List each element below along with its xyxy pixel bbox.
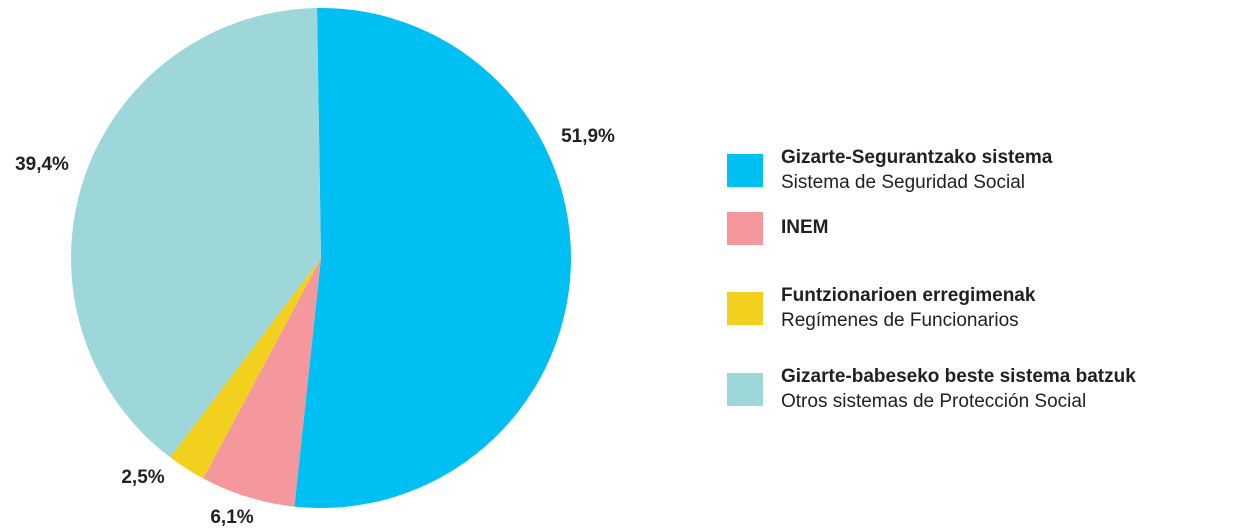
data-label: 51,9% bbox=[561, 126, 615, 147]
pie-slice bbox=[294, 8, 571, 508]
legend-swatch bbox=[727, 292, 763, 325]
data-label: 6,1% bbox=[210, 507, 253, 528]
legend-label: Gizarte-Segurantzako sistema bbox=[781, 147, 1053, 168]
pie-slice bbox=[170, 258, 321, 479]
legend-sublabel: Otros sistemas de Protección Social bbox=[781, 391, 1086, 412]
pie-slice bbox=[70, 8, 321, 458]
legend-swatch bbox=[727, 212, 763, 245]
legend-label: INEM bbox=[781, 217, 829, 238]
data-label: 2,5% bbox=[121, 467, 164, 488]
pie-slice bbox=[203, 258, 321, 507]
legend-swatch bbox=[727, 154, 763, 187]
data-label: 39,4% bbox=[15, 154, 69, 175]
legend-label: Gizarte-babeseko beste sistema batzuk bbox=[781, 366, 1136, 387]
legend-sublabel: Sistema de Seguridad Social bbox=[781, 172, 1025, 193]
legend-sublabel: Regímenes de Funcionarios bbox=[781, 310, 1019, 331]
legend-label: Funtzionarioen erregimenak bbox=[781, 285, 1036, 306]
legend-swatch bbox=[727, 373, 763, 406]
